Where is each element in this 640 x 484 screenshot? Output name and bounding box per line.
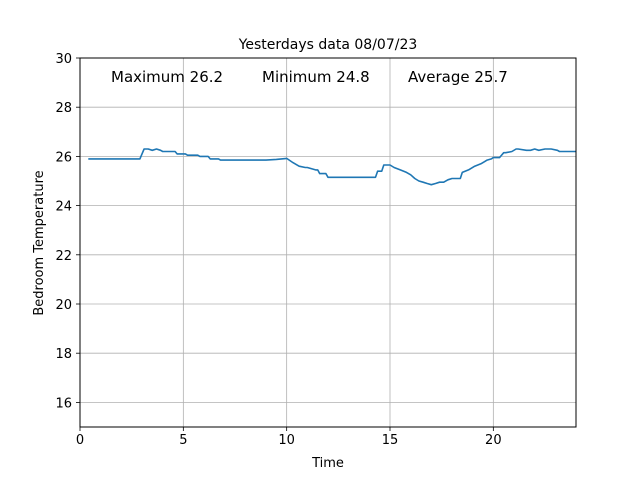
maximum-annotation: Maximum 26.2 <box>111 68 223 86</box>
temperature-series-line <box>88 148 576 186</box>
minimum-annotation: Minimum 24.8 <box>262 68 370 86</box>
grid-lines <box>79 57 576 427</box>
y-tick-label: 20 <box>55 298 72 313</box>
x-tick-label: 20 <box>485 433 502 448</box>
average-annotation: Average 25.7 <box>408 68 508 86</box>
series-layer <box>88 148 576 186</box>
y-axis-label: Bedroom Temperature <box>32 170 47 315</box>
axis-ticks: 0 5 10 15 20 16 18 20 22 24 26 28 30 <box>55 52 501 448</box>
y-tick-label: 28 <box>55 101 72 116</box>
x-tick-label: 10 <box>278 433 295 448</box>
x-tick-label: 0 <box>76 433 84 448</box>
y-tick-label: 16 <box>55 396 72 411</box>
chart-title: Yesterdays data 08/07/23 <box>238 37 418 53</box>
x-tick-label: 5 <box>179 433 187 448</box>
x-tick-label: 15 <box>382 433 399 448</box>
y-tick-label: 22 <box>55 249 72 264</box>
y-tick-label: 24 <box>55 200 72 215</box>
plot-frame <box>79 57 577 428</box>
y-tick-label: 18 <box>55 347 72 362</box>
x-axis-label: Time <box>311 456 344 471</box>
y-tick-label: 26 <box>55 150 72 165</box>
y-tick-label: 30 <box>55 52 72 67</box>
